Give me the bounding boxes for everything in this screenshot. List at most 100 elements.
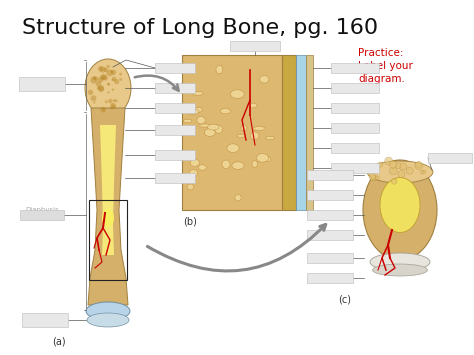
Ellipse shape [237, 134, 245, 137]
Circle shape [88, 90, 93, 95]
Circle shape [103, 67, 108, 72]
Bar [428, 153, 472, 163]
Circle shape [92, 76, 96, 80]
Circle shape [99, 86, 104, 92]
Circle shape [106, 65, 110, 68]
Circle shape [94, 76, 98, 81]
Circle shape [112, 88, 114, 91]
Circle shape [108, 91, 109, 94]
Circle shape [96, 81, 101, 87]
Circle shape [102, 108, 105, 110]
Ellipse shape [189, 169, 198, 177]
Bar [155, 125, 195, 135]
Ellipse shape [265, 136, 274, 140]
Ellipse shape [208, 124, 219, 130]
Bar [19, 77, 65, 91]
Text: (b): (b) [183, 217, 197, 227]
Circle shape [119, 73, 122, 76]
Ellipse shape [230, 90, 244, 98]
Bar [307, 273, 353, 283]
Circle shape [406, 167, 413, 174]
Ellipse shape [256, 154, 268, 162]
Bar [22, 313, 68, 327]
Text: (c): (c) [338, 295, 351, 305]
Text: Practice:
Label your
diagram.: Practice: Label your diagram. [358, 48, 413, 84]
Bar [307, 190, 353, 200]
Circle shape [389, 167, 397, 175]
Bar [155, 173, 195, 183]
Polygon shape [88, 108, 128, 305]
Ellipse shape [232, 162, 244, 169]
Circle shape [375, 176, 379, 180]
Circle shape [375, 164, 378, 167]
Circle shape [415, 162, 421, 168]
Ellipse shape [253, 127, 265, 130]
Circle shape [114, 79, 119, 84]
Ellipse shape [367, 161, 433, 183]
Ellipse shape [198, 165, 207, 170]
Circle shape [97, 86, 100, 89]
Ellipse shape [235, 195, 241, 201]
Circle shape [377, 162, 383, 167]
Ellipse shape [373, 264, 428, 276]
Circle shape [111, 70, 116, 75]
Bar [155, 103, 195, 113]
Circle shape [111, 71, 113, 73]
Circle shape [100, 75, 105, 80]
Bar [155, 63, 195, 73]
Ellipse shape [370, 253, 430, 271]
Circle shape [422, 170, 426, 174]
Text: Diaphysis: Diaphysis [25, 207, 59, 213]
Circle shape [100, 107, 106, 113]
Bar [331, 143, 379, 153]
Circle shape [108, 83, 110, 86]
Ellipse shape [222, 160, 230, 169]
Circle shape [110, 107, 113, 109]
Ellipse shape [204, 129, 215, 136]
Ellipse shape [252, 160, 257, 168]
Circle shape [98, 77, 104, 82]
Ellipse shape [195, 108, 202, 112]
Circle shape [108, 99, 112, 103]
Ellipse shape [199, 124, 212, 127]
Circle shape [415, 162, 423, 169]
Circle shape [100, 66, 106, 73]
Ellipse shape [190, 159, 200, 166]
Circle shape [100, 74, 107, 80]
Ellipse shape [220, 109, 231, 114]
Circle shape [111, 104, 115, 109]
Bar [230, 41, 280, 51]
Ellipse shape [197, 116, 205, 124]
Circle shape [116, 100, 118, 102]
Bar [331, 63, 379, 73]
Bar [20, 210, 64, 220]
Ellipse shape [183, 119, 192, 122]
Circle shape [395, 163, 401, 169]
Ellipse shape [215, 125, 222, 133]
Ellipse shape [102, 209, 114, 227]
Circle shape [371, 175, 377, 181]
Circle shape [107, 82, 110, 86]
Circle shape [398, 171, 405, 178]
Circle shape [98, 66, 103, 71]
Bar [331, 103, 379, 113]
Ellipse shape [380, 178, 420, 233]
Circle shape [392, 179, 397, 184]
Circle shape [90, 77, 97, 83]
Ellipse shape [363, 160, 437, 260]
Text: (a): (a) [52, 336, 65, 346]
Bar [331, 123, 379, 133]
Ellipse shape [187, 184, 194, 190]
Text: Structure of Long Bone, pg. 160: Structure of Long Bone, pg. 160 [22, 18, 378, 38]
Polygon shape [100, 125, 116, 255]
Circle shape [110, 70, 113, 73]
Circle shape [369, 174, 376, 180]
Circle shape [119, 78, 122, 81]
Bar [182, 55, 282, 210]
Bar [331, 163, 379, 173]
Bar [306, 55, 313, 210]
Bar [155, 83, 195, 93]
Bar [307, 253, 353, 263]
Ellipse shape [227, 144, 239, 152]
Ellipse shape [241, 125, 247, 131]
